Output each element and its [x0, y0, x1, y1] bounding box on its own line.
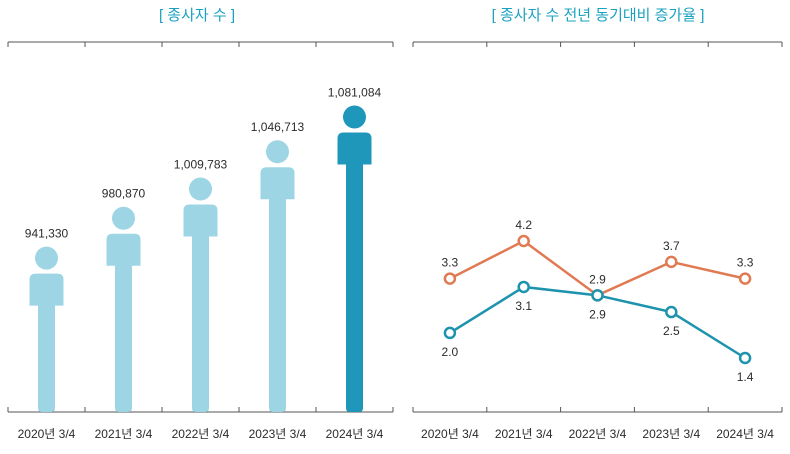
point-label-orange: 3.7 — [663, 239, 680, 253]
bar-value-label: 941,330 — [25, 227, 69, 241]
point-label-teal: 2.9 — [589, 307, 606, 321]
bar-value-label: 980,870 — [102, 187, 146, 201]
point-label-orange: 3.3 — [737, 256, 754, 270]
x-tick-label: 2023년 3/4 — [249, 427, 307, 441]
person-bar-head — [35, 246, 58, 270]
bar-value-label: 1,046,713 — [251, 120, 305, 134]
person-bar-head — [189, 177, 212, 201]
data-point-orange — [665, 255, 678, 269]
person-bar-body — [337, 132, 372, 412]
person-bar-body — [183, 204, 218, 412]
x-tick-label: 2020년 3/4 — [18, 427, 76, 441]
series-line-orange — [449, 239, 746, 297]
point-label-teal: 3.1 — [515, 299, 532, 313]
person-bar-head — [266, 140, 289, 164]
data-point-orange — [517, 234, 530, 248]
point-label-teal: 1.4 — [737, 370, 754, 384]
x-tick-label: 2021년 3/4 — [495, 427, 553, 441]
point-label-teal: 2.0 — [442, 345, 459, 359]
employee-count-title: [ 종사자 수 ] — [158, 7, 236, 24]
x-tick-label: 2021년 3/4 — [95, 427, 153, 441]
bar-value-label: 1,081,084 — [328, 86, 382, 100]
person-bar-body — [260, 167, 295, 412]
data-point-teal — [665, 305, 678, 319]
person-bar-body — [106, 233, 141, 412]
x-tick-label: 2022년 3/4 — [172, 427, 230, 441]
data-point-teal — [591, 289, 604, 302]
x-tick-label: 2022년 3/4 — [569, 427, 627, 441]
x-tick-label: 2020년 3/4 — [421, 427, 479, 441]
person-bar-head — [112, 206, 135, 230]
data-point-teal — [517, 280, 530, 294]
person-bar-head — [343, 105, 366, 129]
point-label-teal: 2.5 — [663, 324, 680, 338]
data-point-orange — [443, 272, 457, 285]
x-tick-label: 2024년 3/4 — [326, 427, 384, 441]
x-tick-label: 2023년 3/4 — [642, 427, 700, 441]
growth-rate-title: [ 종사자 수 전년 동기대비 증가율 ] — [491, 7, 705, 24]
data-point-teal — [738, 351, 752, 365]
x-tick-label: 2024년 3/4 — [716, 427, 774, 441]
bar-value-label: 1,009,783 — [174, 158, 228, 172]
person-bar-body — [29, 273, 64, 412]
point-label-orange: 3.3 — [442, 256, 459, 270]
data-point-orange — [738, 272, 752, 285]
data-point-teal — [443, 326, 457, 340]
point-label-orange: 2.9 — [589, 272, 606, 286]
point-label-orange: 4.2 — [515, 218, 532, 232]
